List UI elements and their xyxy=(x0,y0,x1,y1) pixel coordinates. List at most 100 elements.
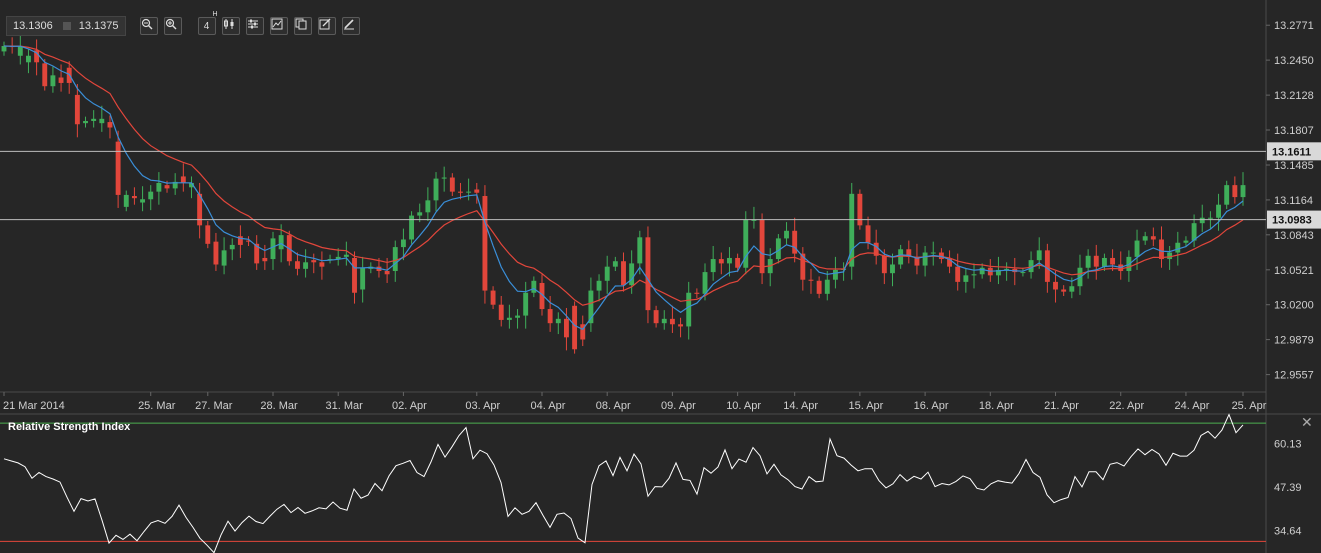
candle-body xyxy=(1199,217,1205,224)
chart-toolbar: 13.1306 13.1375 4 H xyxy=(6,11,366,37)
candle-body xyxy=(596,280,602,291)
candle-body xyxy=(824,279,830,294)
candle-body xyxy=(164,185,170,189)
price-marker-bg xyxy=(1267,210,1321,229)
candle-body xyxy=(1150,236,1156,240)
candle-body xyxy=(1159,239,1164,260)
candle-body xyxy=(148,191,154,200)
candle-body xyxy=(1036,250,1042,261)
rsi-tick-label: 60.13 xyxy=(1274,438,1302,450)
price-tick-label: 13.2771 xyxy=(1274,20,1314,32)
time-tick-label: 15. Apr xyxy=(848,400,883,412)
candle-body xyxy=(1183,240,1189,243)
candle-body xyxy=(873,242,879,256)
candle-body xyxy=(800,253,806,280)
zoom-in-icon[interactable] xyxy=(163,17,182,35)
candle-body xyxy=(645,237,651,311)
candle-body xyxy=(979,267,985,275)
candle-body xyxy=(1069,286,1075,292)
price-marker-label: 13.1611 xyxy=(1272,146,1311,158)
time-tick-label: 21. Apr xyxy=(1044,400,1079,412)
candle-body xyxy=(441,177,447,179)
candle-body xyxy=(1004,268,1010,270)
price-tick-label: 13.0200 xyxy=(1274,300,1314,312)
candle-body xyxy=(458,191,463,193)
ma-slow-line xyxy=(3,45,1244,306)
price-tick-label: 13.1485 xyxy=(1274,160,1314,172)
edit-icon[interactable] xyxy=(317,17,336,35)
timeframe-button[interactable]: 4 H xyxy=(197,11,218,35)
candle-body xyxy=(588,290,594,324)
candle-body xyxy=(572,305,578,350)
candle-body xyxy=(1207,217,1213,219)
candle-body xyxy=(17,45,23,56)
candle-body xyxy=(58,77,64,83)
candle-body xyxy=(523,292,529,316)
candle-body xyxy=(83,120,88,124)
candle-body xyxy=(515,315,520,318)
candle-body xyxy=(1061,289,1067,292)
candle-body xyxy=(140,199,146,203)
candlestick-type-icon[interactable] xyxy=(221,17,240,35)
candle-body xyxy=(172,181,178,189)
timeframe-value: 4 xyxy=(203,20,210,32)
ma-fast-line xyxy=(3,45,1244,331)
candle-body xyxy=(1093,255,1099,267)
candle-body xyxy=(547,309,553,324)
draw-icon[interactable] xyxy=(341,17,360,35)
candle-body xyxy=(906,249,912,257)
candle-body xyxy=(669,318,675,325)
price-tick-label: 13.2450 xyxy=(1274,55,1314,67)
timeframe-unit: H xyxy=(212,11,218,18)
bid-ask-box: 13.1306 13.1375 xyxy=(6,16,126,36)
candle-body xyxy=(221,250,227,266)
candle-body xyxy=(295,261,300,269)
candle-body xyxy=(832,269,838,280)
copy-icon[interactable] xyxy=(293,17,312,35)
candle-body xyxy=(262,257,268,262)
candle-body xyxy=(1224,185,1230,205)
candle-body xyxy=(50,75,56,87)
time-tick-label: 10. Apr xyxy=(726,400,761,412)
candle-body xyxy=(784,230,789,239)
price-tick-label: 12.9557 xyxy=(1274,370,1314,382)
candle-body xyxy=(270,238,276,260)
candle-body xyxy=(1175,242,1181,253)
candle-body xyxy=(881,255,887,274)
candle-body xyxy=(963,275,969,282)
candle-body xyxy=(123,194,129,207)
close-icon[interactable]: ✕ xyxy=(1301,414,1313,430)
candle-body xyxy=(938,252,944,260)
candle-body xyxy=(1053,281,1058,290)
candle-body xyxy=(335,256,341,260)
candle-body xyxy=(1110,257,1116,265)
candle-body xyxy=(156,182,162,192)
candle-body xyxy=(1044,250,1050,282)
candle-body xyxy=(857,193,863,226)
candle-body xyxy=(718,259,724,264)
rsi-title: Relative Strength Index xyxy=(8,421,131,433)
candle-body xyxy=(254,243,260,264)
candle-body xyxy=(653,310,659,324)
price-tick-label: 13.2128 xyxy=(1274,90,1314,102)
candle-body xyxy=(482,195,488,291)
candle-body xyxy=(343,254,349,257)
candle-body xyxy=(555,318,561,324)
time-tick-label: 14. Apr xyxy=(783,400,818,412)
candle-body xyxy=(563,318,569,338)
indicators-icon[interactable] xyxy=(245,17,264,35)
candle-body xyxy=(727,257,732,264)
candle-body xyxy=(474,189,480,193)
candle-body xyxy=(425,200,431,213)
candle-body xyxy=(849,193,855,267)
candle-body xyxy=(637,237,643,264)
candle-body xyxy=(466,191,472,193)
candle-body xyxy=(319,262,325,267)
candle-body xyxy=(1167,252,1173,260)
candle-body xyxy=(621,261,626,286)
chart-settings-icon[interactable] xyxy=(269,17,288,35)
zoom-out-icon[interactable] xyxy=(139,17,158,35)
